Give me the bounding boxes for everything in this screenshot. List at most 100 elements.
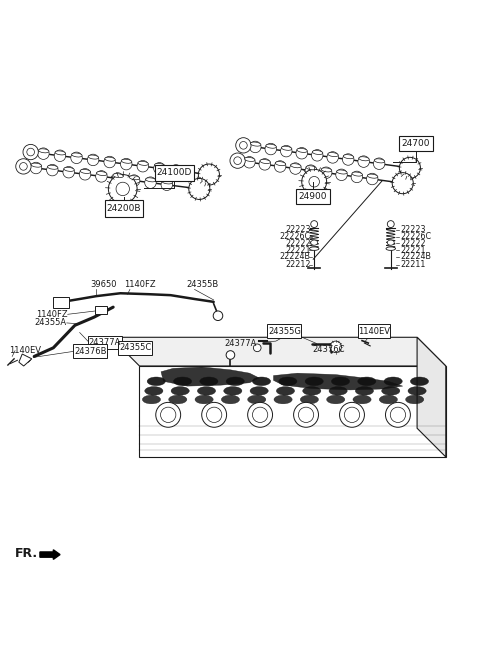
Ellipse shape [311,240,318,245]
Circle shape [252,407,268,422]
Circle shape [311,221,318,227]
Circle shape [259,159,271,170]
Polygon shape [417,337,446,457]
Circle shape [206,407,222,422]
FancyArrow shape [40,550,60,559]
Circle shape [309,176,320,187]
Ellipse shape [328,152,338,156]
Ellipse shape [245,158,255,162]
Circle shape [108,174,137,203]
Circle shape [236,138,251,153]
Ellipse shape [251,142,261,146]
Circle shape [265,143,276,155]
Ellipse shape [321,168,332,172]
Ellipse shape [300,395,319,404]
Ellipse shape [379,395,397,404]
Circle shape [387,221,394,227]
Ellipse shape [343,155,354,159]
Ellipse shape [64,168,74,172]
Ellipse shape [48,165,58,170]
Text: 24355C: 24355C [119,343,151,352]
Text: 22223: 22223 [400,225,426,234]
Ellipse shape [173,377,192,386]
Polygon shape [274,373,403,390]
Circle shape [250,141,261,153]
Circle shape [23,144,38,160]
Text: 24355A: 24355A [35,319,67,327]
FancyBboxPatch shape [358,325,390,338]
FancyBboxPatch shape [155,164,193,181]
Ellipse shape [329,386,347,395]
Circle shape [96,171,107,182]
Circle shape [253,344,261,352]
Ellipse shape [303,386,321,395]
Ellipse shape [382,386,400,395]
Ellipse shape [355,386,373,395]
FancyBboxPatch shape [73,344,108,358]
Circle shape [373,158,385,170]
Circle shape [351,171,362,183]
Circle shape [248,402,273,428]
Circle shape [202,402,227,428]
Ellipse shape [38,149,49,153]
FancyBboxPatch shape [118,341,152,354]
Ellipse shape [129,176,140,180]
Circle shape [234,157,241,164]
Circle shape [54,150,66,162]
Circle shape [294,402,319,428]
Ellipse shape [352,172,362,176]
Circle shape [280,146,292,157]
Text: 1140FZ: 1140FZ [124,281,156,289]
Ellipse shape [221,395,240,404]
Circle shape [161,179,172,190]
FancyBboxPatch shape [296,189,330,203]
Ellipse shape [374,159,385,163]
Polygon shape [140,366,446,457]
Ellipse shape [274,395,292,404]
Circle shape [339,402,364,428]
Circle shape [47,164,58,176]
Circle shape [390,407,406,422]
Text: 22221: 22221 [285,245,311,255]
Circle shape [104,156,115,168]
Text: 22222: 22222 [400,239,426,248]
Ellipse shape [358,377,376,386]
Ellipse shape [260,160,270,164]
Text: 22226C: 22226C [400,232,432,241]
Circle shape [30,162,42,174]
Circle shape [137,160,148,172]
Ellipse shape [410,377,429,386]
Circle shape [20,162,27,170]
Text: 1140FZ: 1140FZ [36,310,68,319]
Polygon shape [19,354,32,366]
Circle shape [342,154,354,166]
Ellipse shape [31,163,42,167]
Ellipse shape [276,386,295,395]
Circle shape [296,148,308,159]
Ellipse shape [226,377,244,386]
Circle shape [112,173,123,184]
Ellipse shape [55,151,66,155]
Circle shape [154,162,165,174]
Text: 22226C: 22226C [280,232,311,241]
Polygon shape [111,337,446,366]
Ellipse shape [171,386,189,395]
Text: 24100D: 24100D [156,168,192,177]
Ellipse shape [306,166,316,170]
Ellipse shape [384,377,402,386]
Ellipse shape [266,144,276,148]
Ellipse shape [406,395,424,404]
Circle shape [290,163,301,174]
Ellipse shape [367,174,378,178]
Ellipse shape [72,153,82,157]
Circle shape [213,311,223,321]
Circle shape [366,174,378,185]
Text: 22211: 22211 [400,260,426,269]
Ellipse shape [143,395,160,404]
Circle shape [79,168,91,180]
Text: 24376C: 24376C [313,344,345,354]
Ellipse shape [171,166,181,170]
Circle shape [244,156,255,168]
Circle shape [230,153,245,168]
Text: 24200B: 24200B [107,204,141,213]
